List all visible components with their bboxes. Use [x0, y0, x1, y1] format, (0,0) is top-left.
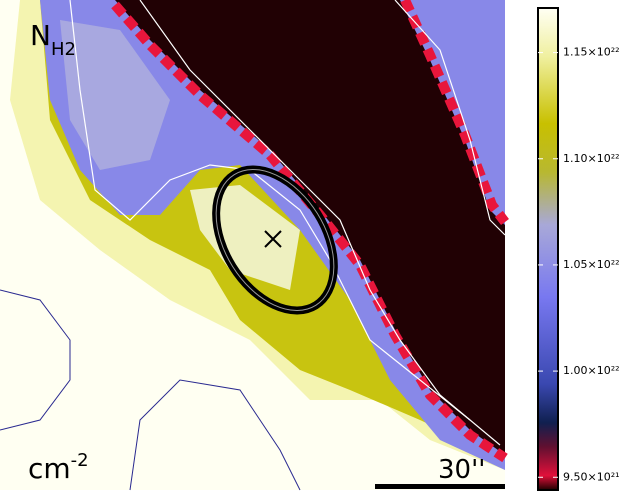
colorbar — [537, 7, 559, 491]
colorbar-tick-label: 1.10×10²² — [563, 152, 620, 165]
map — [0, 0, 509, 491]
colorbar-tick-label: 1.05×10²² — [563, 258, 620, 271]
colorbar-tick-label: 1.00×10²² — [563, 364, 620, 377]
quantity-label: NH2 — [30, 19, 76, 60]
colorbar-tick-label: 1.15×10²² — [563, 46, 620, 59]
colorbar-tick-label: 9.50×10²¹ — [563, 470, 620, 483]
scale-label: 30'' — [438, 455, 485, 485]
unit-label: cm-2 — [28, 450, 89, 485]
